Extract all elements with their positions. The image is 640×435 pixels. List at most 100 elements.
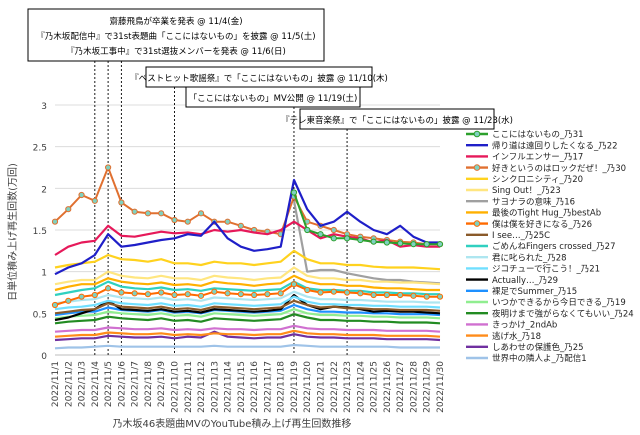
series-lines — [51, 164, 444, 350]
data-point — [237, 222, 244, 229]
data-point — [144, 210, 152, 217]
data-point — [118, 289, 125, 296]
data-point — [78, 191, 85, 199]
series-line — [54, 266, 441, 286]
data-point — [197, 210, 205, 217]
legend-entry: いつかできるから今日できる_乃19 — [492, 297, 626, 308]
data-point — [51, 301, 59, 309]
x-tick-label: 2022/11/27 — [396, 361, 406, 413]
y-tick-label: 0.5 — [33, 310, 47, 320]
data-point — [343, 289, 351, 296]
legend-entry: 君に叱られた_乃28 — [492, 253, 567, 263]
x-tick-label: 2022/11/12 — [197, 361, 207, 413]
series-line — [54, 295, 441, 311]
x-tick-label: 2022/11/3 — [78, 361, 88, 407]
x-tick-label: 2022/11/6 — [117, 361, 127, 407]
data-point — [171, 216, 178, 224]
data-point — [224, 290, 231, 297]
data-point — [78, 293, 85, 300]
data-point — [330, 235, 337, 242]
x-tick-label: 2022/11/14 — [224, 361, 234, 413]
legend-entry: ここにはないもの_乃31 — [492, 130, 584, 140]
x-tick-label: 2022/11/19 — [290, 361, 300, 413]
series-line — [54, 274, 440, 292]
x-tick-label: 2022/11/25 — [370, 361, 380, 413]
legend-entry: サヨナラの意味_乃16 — [492, 196, 575, 207]
data-point — [290, 189, 298, 196]
series-line — [54, 308, 441, 320]
data-point — [158, 210, 165, 217]
legend-marker — [473, 130, 481, 138]
y-tick-label: 2 — [41, 185, 47, 195]
data-point — [357, 236, 364, 244]
series-line — [54, 280, 440, 297]
legend-entry: 好きというのはロックだぜ！_乃30 — [492, 163, 626, 174]
legend-entry: 最後のTight Hug_乃bestAb — [492, 208, 601, 219]
data-point — [357, 290, 364, 297]
data-point — [105, 285, 112, 292]
x-tick-label: 2022/11/5 — [104, 361, 114, 407]
legend-entry: しあわせの保護色_乃25 — [492, 342, 584, 353]
data-point — [65, 206, 72, 213]
x-tick-label: 2022/11/11 — [184, 361, 194, 413]
data-point — [131, 208, 138, 215]
data-point — [423, 293, 430, 300]
data-point — [397, 240, 404, 247]
x-tick-label: 2022/11/16 — [250, 361, 260, 413]
series-line — [54, 293, 441, 322]
x-tick-labels: 2022/11/1 2022/11/2 2022/11/3 2022/11/4 2022… — [51, 361, 446, 413]
data-point — [383, 239, 390, 246]
data-point — [410, 292, 417, 299]
data-point — [158, 289, 165, 296]
data-point — [224, 218, 231, 225]
series-line — [54, 178, 440, 276]
x-tick-label: 2022/11/18 — [277, 361, 287, 413]
x-tick-label: 2022/11/4 — [91, 361, 101, 407]
legend-entry: ごめんねFingers crossed_乃27 — [492, 241, 616, 252]
data-point — [410, 241, 417, 248]
annotation-text: 『乃木坂配信中』で31st表題曲「ここにはないもの」を披露 @ 11/5(土) — [36, 31, 315, 42]
annotation-box — [27, 8, 325, 62]
x-tick-label: 2022/11/10 — [170, 361, 180, 413]
series-line — [54, 329, 441, 338]
data-point — [131, 290, 138, 297]
data-point — [330, 226, 337, 234]
y-tick-label: 1 — [41, 269, 47, 279]
data-point — [184, 218, 191, 225]
data-point — [370, 238, 377, 245]
annotation-text: 『乃木坂工事中』で31st選抜メンバーを発表 @ 11/6(日) — [66, 46, 286, 57]
data-point — [343, 235, 351, 242]
data-point — [197, 292, 205, 299]
data-point — [304, 286, 311, 294]
data-point — [144, 291, 152, 298]
data-point — [423, 241, 430, 248]
series-line — [54, 324, 441, 333]
legend-entry: I see…_乃25C — [492, 231, 550, 241]
x-tick-label: 2022/11/15 — [237, 361, 247, 413]
x-tick-label: 2022/11/26 — [383, 361, 393, 413]
legend-entry: 夜明けまで強がらなくてもいい_乃24 — [492, 308, 634, 319]
y-tick-labels: 0 0.5 1 1.5 2 2.5 3 — [33, 102, 48, 362]
data-point — [171, 291, 178, 299]
legend-entry: 僕は僕を好きになる_乃26 — [492, 219, 592, 230]
annotation-box — [185, 86, 361, 108]
data-point — [118, 199, 125, 206]
x-tick-label: 2022/11/30 — [436, 361, 446, 413]
y-axis-label: 日単位積み上げ再生回数(万回) — [6, 163, 19, 301]
x-tick-label: 2022/11/2 — [64, 361, 74, 407]
x-tick-label: 2022/11/23 — [343, 361, 353, 413]
data-point — [91, 291, 98, 299]
y-tick-label: 3 — [41, 102, 47, 112]
data-point — [317, 289, 324, 296]
x-axis-label: 乃木坂46表題曲MVのYouTube積み上げ再生回数推移 — [113, 417, 352, 430]
annotation-text: 『テレ東音楽祭』で「ここにはないもの」披露 @ 11/23(水) — [281, 115, 513, 126]
annotation-box — [299, 108, 495, 130]
x-tick-label: 2022/11/20 — [303, 361, 313, 413]
series-line — [54, 313, 441, 325]
data-point — [290, 281, 298, 288]
x-tick-label: 2022/11/29 — [423, 361, 433, 413]
legend-entry: Actually…_乃29 — [492, 276, 558, 286]
x-tick-label: 2022/11/17 — [263, 361, 273, 413]
data-point — [237, 291, 244, 298]
